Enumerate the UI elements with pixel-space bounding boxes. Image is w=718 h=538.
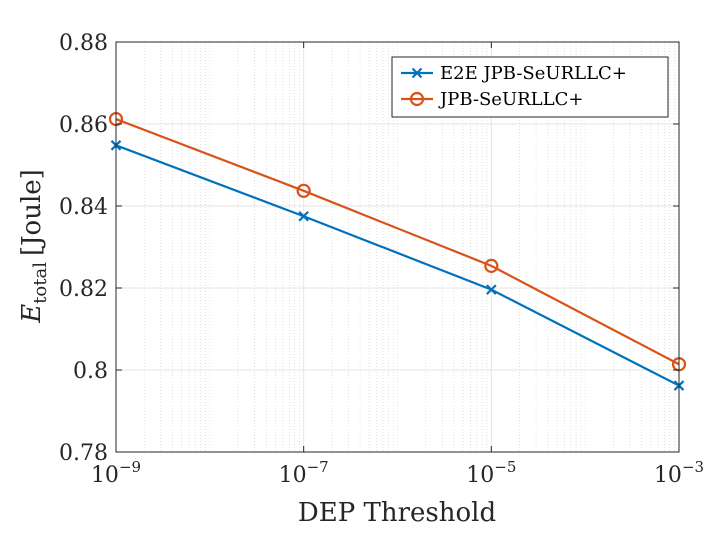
series-layer	[108, 111, 687, 391]
y-tick-label: 0.78	[59, 441, 108, 466]
x-tick-label: 10−3	[654, 458, 704, 488]
x-axis: 10−9 10−7 10−5 10−3	[91, 42, 704, 488]
y-axis: 0.78 0.8 0.82 0.84 0.86 0.88	[59, 31, 679, 466]
legend-item-2: JPB-SeURLLC+	[401, 89, 583, 110]
x-tick-label: 10−5	[466, 458, 516, 488]
legend: E2E JPB-SeURLLC+ JPB-SeURLLC+	[391, 56, 669, 118]
y-tick-label: 0.84	[59, 195, 108, 220]
y-axis-label: Etotal [Joule]	[17, 169, 51, 324]
data-point	[298, 210, 309, 222]
legend-item-1: E2E JPB-SeURLLC+	[401, 63, 627, 84]
series-line	[115, 118, 680, 366]
legend-label: JPB-SeURLLC+	[438, 89, 583, 110]
y-axis-unit: [Joule]	[17, 169, 47, 256]
data-point	[486, 284, 497, 295]
y-tick-label: 0.82	[59, 277, 108, 302]
series-1	[110, 140, 685, 391]
y-axis-symbol: E	[17, 304, 47, 324]
y-axis-subscript: total	[30, 262, 51, 304]
x-tick-label: 10−7	[279, 458, 329, 488]
axes-box	[115, 41, 680, 453]
series-line	[115, 144, 680, 387]
legend-marker	[409, 91, 425, 107]
axes-frame	[115, 41, 680, 453]
legend-box	[391, 56, 669, 118]
y-tick-label: 0.86	[59, 113, 108, 138]
legend-label: E2E JPB-SeURLLC+	[440, 63, 627, 84]
y-tick-label: 0.88	[59, 31, 108, 56]
data-point	[296, 183, 311, 198]
x-tick-label: 10−9	[91, 458, 141, 488]
y-tick-label: 0.8	[73, 359, 108, 384]
legend-marker	[411, 67, 423, 79]
data-point	[484, 258, 499, 273]
x-axis-label: DEP Threshold	[298, 498, 496, 528]
